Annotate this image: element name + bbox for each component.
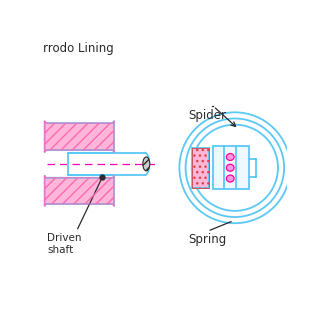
Text: Driven
shaft: Driven shaft bbox=[47, 233, 82, 255]
Text: Spring: Spring bbox=[189, 233, 227, 246]
FancyBboxPatch shape bbox=[45, 121, 114, 152]
FancyBboxPatch shape bbox=[45, 175, 114, 206]
Bar bbox=[192, 148, 209, 188]
Bar bbox=[192, 148, 209, 188]
Ellipse shape bbox=[226, 164, 234, 171]
Ellipse shape bbox=[226, 154, 234, 160]
Ellipse shape bbox=[226, 175, 234, 182]
Text: Spider: Spider bbox=[189, 109, 227, 122]
Ellipse shape bbox=[143, 157, 150, 171]
Bar bbox=[213, 146, 249, 189]
Text: rrodo Lining: rrodo Lining bbox=[43, 42, 114, 55]
